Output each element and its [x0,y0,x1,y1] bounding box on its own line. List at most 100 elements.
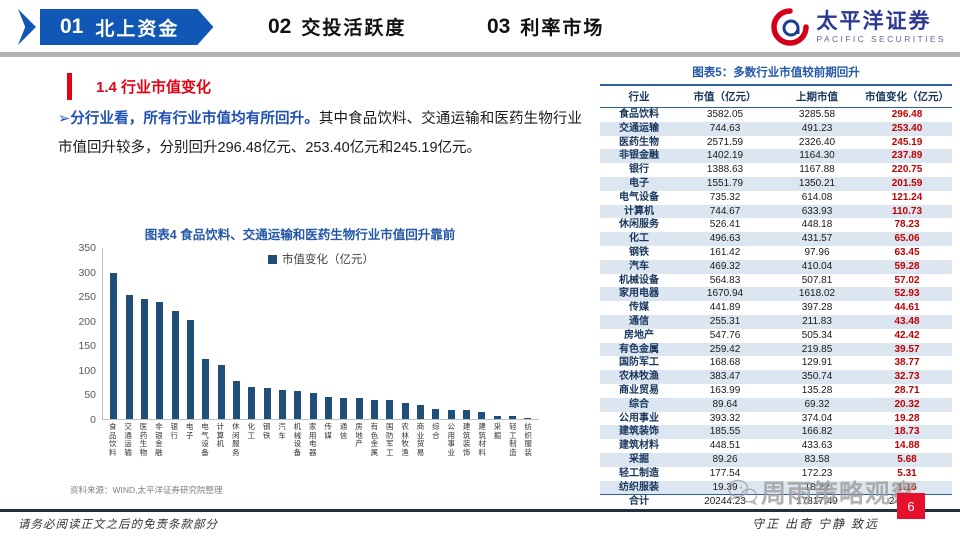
bar [263,387,271,419]
cell-prev-value: 1618.02 [798,288,836,300]
cell-market-value: 744.63 [709,122,741,134]
cell-change: 32.73 [894,371,920,383]
cell-industry: 银行 [629,164,649,176]
table-header-row: 行业 市值（亿元） 上期市值 市值变化（亿元） [600,84,952,108]
bar [202,359,210,419]
cell-market-value: 448.51 [709,440,741,452]
legend-swatch [268,254,277,264]
tab-trading-activity[interactable]: 02 交投活跃度 [268,13,406,40]
x-label: 轻工制造 [509,422,517,457]
cell-industry: 非银金融 [619,150,659,162]
cell-industry: 家用电器 [619,288,659,300]
cell-prev-value: 491.23 [801,122,833,134]
cell-prev-value: 18.22 [804,481,830,493]
cell-market-value: 1551.79 [706,177,744,189]
bar [232,380,240,419]
y-tick-label: 50 [84,389,96,402]
x-label: 食品饮料 [108,422,117,457]
y-tick-label: 200 [78,315,96,328]
cell-change: 110.73 [891,205,923,217]
cell-change: 44.61 [894,302,920,314]
tab-label: 北上资金 [95,18,180,40]
cell-change: 63.45 [894,246,920,258]
cell-change: 28.71 [894,384,920,396]
x-label: 商业贸易 [416,422,425,457]
bar [493,416,501,419]
x-label: 国防军工 [385,422,394,457]
cell-prev-value: 83.58 [804,453,830,465]
cell-change: 220.75 [891,164,923,176]
bar [371,399,379,419]
cell-industry: 公用事业 [619,412,659,424]
bars [103,248,539,419]
chart-legend: 市值变化（亿元） [268,251,374,267]
cell-market-value: 441.89 [709,302,741,314]
page-number-badge: 6 [897,493,925,519]
tab-northbound-capital[interactable]: 01 北上资金 [18,9,213,45]
cell-prev-value: 1167.88 [799,164,835,176]
bullet-arrow-icon: ➢ [58,111,71,127]
cell-industry: 食品饮料 [619,109,659,120]
cell-prev-value: 166.82 [801,426,833,438]
cell-change: 52.93 [894,288,920,300]
disclaimer-text: 请务必阅读正文之后的免责条款部分 [18,519,218,531]
bar [340,397,348,419]
cell-industry: 国防军工 [619,357,659,369]
cell-market-value: 1402.19 [706,150,744,162]
motto-text: 守正 出奇 宁静 致远 [752,517,880,531]
bar [432,409,440,419]
x-label: 纺织服装 [524,422,532,457]
cell-industry: 纺织服装 [619,481,659,493]
bar [401,402,409,419]
x-label: 采掘 [493,422,502,440]
x-label: 房地产 [355,422,363,449]
x-label: 农林牧渔 [401,422,409,457]
table-title: 图表5：多数行业市值较前期回升 [692,67,860,79]
cell-market-value: 3582.05 [706,109,744,120]
tab-label: 交投活跃度 [301,18,407,39]
cell-prev-value: 211.83 [802,315,832,327]
cell-industry: 建筑材料 [619,440,659,452]
cell-change: 42.42 [894,329,920,341]
table-row: 农林牧渔 383.47 350.74 32.73 [600,370,952,384]
cell-market-value: 393.32 [709,412,741,424]
footer-divider [0,509,960,512]
cell-prev-value: 1164.30 [799,150,835,162]
col-market-value-change: 市值变化（亿元） [862,84,952,108]
cell-prev-value: 433.63 [801,440,833,452]
tab-interest-rate-market[interactable]: 03 利率市场 [487,13,604,40]
bar [171,310,179,419]
tab-number: 03 [487,14,511,38]
x-label: 综合 [432,422,440,440]
watermark-text: 周雨策略观察 [761,480,918,508]
table-row: 家用电器 1670.94 1618.02 52.93 [600,287,952,302]
cell-market-value: 255.31 [709,315,741,327]
plot-area: 市值变化（亿元） [102,248,539,420]
cell-industry: 化工 [629,233,649,245]
watermark: 周雨策略观察 [726,474,917,510]
x-label: 化工 [247,422,255,440]
cell-industry: 交通运输 [619,122,659,134]
cell-prev-value: 374.04 [801,412,833,424]
table-row: 通信 255.31 211.83 43.48 [600,314,952,329]
cell-change: 18.73 [894,426,920,438]
bar [140,298,148,419]
bar [186,319,194,419]
cell-prev-value: 2326.40 [798,136,836,148]
cell-industry: 商业贸易 [619,384,659,396]
table-row: 医药生物 2571.59 2326.40 245.19 [600,136,952,150]
table-row: 建筑材料 448.51 433.63 14.88 [600,439,952,453]
chart-title: 图表4 食品饮料、交通运输和医药生物行业市值回升靠前 [144,228,456,242]
logo-en: PACIFIC SECURITIES [816,33,946,44]
table-row: 计算机 744.67 633.93 110.73 [600,204,952,219]
cell-industry: 计算机 [624,205,654,217]
cell-market-value: 1670.94 [706,288,744,300]
logo-cn: 太平洋证券 [816,9,932,33]
x-label: 公用事业 [447,422,456,457]
y-tick-label: 300 [78,266,96,279]
cell-change: 39.57 [894,343,920,355]
cell-market-value: 547.76 [709,329,741,341]
cell-market-value: 744.67 [709,205,741,217]
cell-change: 57.02 [894,274,920,286]
tab-number: 02 [268,14,292,38]
